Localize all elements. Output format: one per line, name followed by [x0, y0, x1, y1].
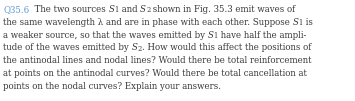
Text: 2: 2 [146, 6, 150, 15]
Text: 1: 1 [299, 19, 303, 27]
Text: points on the nodal curves? Explain your answers.: points on the nodal curves? Explain your… [3, 82, 221, 91]
Text: have half the ampli-: have half the ampli- [218, 31, 306, 40]
Text: and: and [119, 5, 140, 14]
Text: tude of the waves emitted by: tude of the waves emitted by [3, 43, 131, 52]
Text: . How would this affect the positions of: . How would this affect the positions of [142, 43, 311, 52]
Text: S: S [208, 31, 214, 40]
Text: S: S [140, 5, 146, 14]
Text: the same wavelength λ and are in phase with each other. Suppose: the same wavelength λ and are in phase w… [3, 18, 293, 27]
Text: a weaker source, so that the waves emitted by: a weaker source, so that the waves emitt… [3, 31, 208, 40]
Text: The two sources: The two sources [29, 5, 109, 14]
Text: Q35.6: Q35.6 [3, 5, 29, 14]
Text: at points on the antinodal curves? Would there be total cancellation at: at points on the antinodal curves? Would… [3, 69, 307, 78]
Text: 1: 1 [214, 32, 218, 40]
Text: is: is [303, 18, 313, 27]
Text: 1: 1 [115, 6, 119, 15]
Text: S: S [131, 43, 137, 52]
Text: S: S [109, 5, 115, 14]
Text: the antinodal lines and nodal lines? Would there be total reinforcement: the antinodal lines and nodal lines? Wou… [3, 56, 311, 65]
Text: 2: 2 [137, 45, 142, 53]
Text: shown in Fig. 35.3 emit waves of: shown in Fig. 35.3 emit waves of [150, 5, 295, 14]
Text: S: S [293, 18, 299, 27]
